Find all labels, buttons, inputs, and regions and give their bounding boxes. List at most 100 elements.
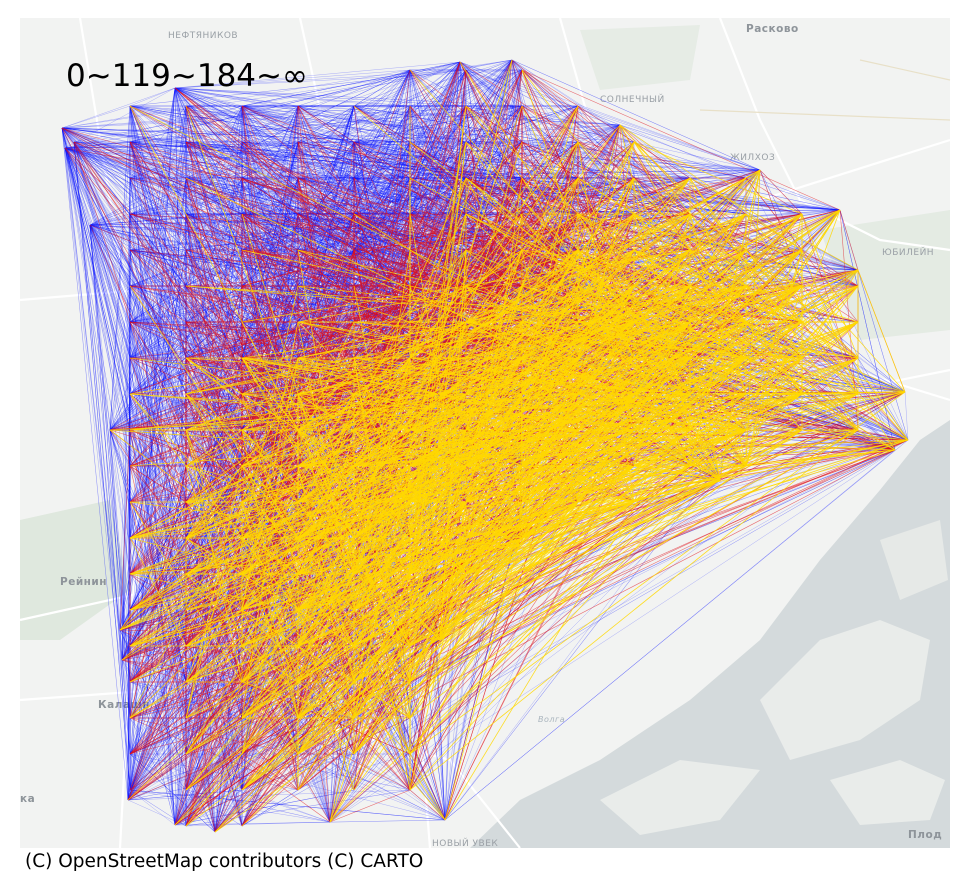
flow-line-low xyxy=(64,141,355,149)
flow-line-low xyxy=(174,61,461,89)
flow-line-low xyxy=(857,357,909,441)
flow-line-mid xyxy=(185,681,243,719)
flow-line-low xyxy=(109,141,131,431)
flow-line-low xyxy=(353,69,411,107)
flow-line-low xyxy=(577,105,761,171)
flow-line-low xyxy=(174,69,467,89)
flow-line-mid xyxy=(129,141,635,287)
flow-line-low xyxy=(61,127,131,719)
flow-line-mid xyxy=(577,124,621,251)
flow-line-mid xyxy=(759,169,803,215)
flow-line-low xyxy=(61,127,187,539)
flow-line-high xyxy=(459,61,691,431)
flow-line-mid xyxy=(214,429,747,833)
flow-line-low xyxy=(109,105,131,431)
flow-line-low xyxy=(64,147,411,395)
flow-line-low xyxy=(521,105,841,211)
flow-line-low xyxy=(329,449,896,823)
flow-line-high xyxy=(297,393,355,503)
flow-line-high xyxy=(297,544,521,791)
flow-line-low xyxy=(511,59,761,171)
flow-line-low xyxy=(129,105,299,179)
flow-line-low xyxy=(174,87,187,143)
flow-line-low xyxy=(109,429,131,683)
flow-line-low xyxy=(61,127,411,143)
flow-line-low xyxy=(174,87,467,143)
flow-line-mid xyxy=(577,141,747,179)
flow-line-high xyxy=(409,59,513,539)
flow-line-high xyxy=(745,321,906,393)
flow-line-low xyxy=(89,224,331,823)
flow-line-low xyxy=(89,224,187,431)
flow-line-low xyxy=(511,59,635,143)
flow-line-low xyxy=(64,147,121,631)
flow-line-low xyxy=(129,753,216,833)
island xyxy=(830,760,945,825)
flow-line-low xyxy=(174,789,355,826)
flow-line-high xyxy=(241,537,299,683)
flow-line-low xyxy=(353,141,761,171)
flow-line-low xyxy=(61,127,131,395)
flow-line-low xyxy=(127,645,131,801)
flow-line-low xyxy=(129,141,299,215)
flow-line-low xyxy=(185,141,243,251)
flow-line-low xyxy=(241,789,331,823)
flow-line-low xyxy=(129,105,243,143)
flow-line-low xyxy=(129,789,331,823)
flow-line-high xyxy=(174,429,635,826)
flow-line-low xyxy=(129,141,187,287)
flow-line-low xyxy=(121,659,131,755)
flow-line-low xyxy=(64,105,467,149)
flow-line-low xyxy=(129,87,176,395)
flow-line-low xyxy=(511,59,761,171)
flow-line-high xyxy=(353,501,579,611)
flow-line-low xyxy=(129,87,176,107)
flow-line-low xyxy=(61,127,131,467)
flow-line-low xyxy=(444,429,747,821)
flow-line-high xyxy=(745,169,761,251)
flow-line-low xyxy=(465,59,513,179)
flow-line-high xyxy=(297,681,355,719)
flow-line-low xyxy=(61,127,187,251)
flow-line-high xyxy=(119,465,243,631)
flow-line-low xyxy=(89,224,131,683)
flow-line-mid xyxy=(577,105,635,179)
flow-line-low xyxy=(121,659,131,755)
island xyxy=(760,620,930,760)
flow-line-low xyxy=(129,105,216,833)
flow-line-high xyxy=(619,124,803,251)
flow-line-high xyxy=(633,169,761,287)
flow-line-low xyxy=(241,105,299,179)
flow-line-low xyxy=(89,213,243,226)
flow-line-high xyxy=(353,59,513,539)
flow-line-low xyxy=(174,87,411,107)
flow-line-low xyxy=(129,789,446,821)
flow-line-low xyxy=(129,717,187,791)
flow-line-low xyxy=(127,753,355,801)
flow-line-low xyxy=(119,141,187,631)
flow-line-low xyxy=(89,224,411,647)
flow-line-low xyxy=(61,127,131,575)
flow-line-low xyxy=(89,224,131,683)
flow-line-low xyxy=(129,753,216,833)
flow-line-high xyxy=(353,465,411,683)
flow-line-low xyxy=(64,147,411,215)
flow-line-low xyxy=(174,87,467,107)
flow-line-low xyxy=(129,61,461,503)
flow-line-low xyxy=(689,177,841,211)
flow-line-high xyxy=(214,429,803,833)
flow-line-low xyxy=(89,224,299,359)
flow-line-high xyxy=(577,213,691,395)
flow-line-high xyxy=(409,429,747,791)
flow-line-mid xyxy=(241,753,299,791)
flow-line-low xyxy=(127,87,176,801)
flow-line-low xyxy=(64,141,355,149)
park-area xyxy=(20,500,130,640)
flow-line-high xyxy=(353,449,896,503)
flow-line-high xyxy=(519,393,859,546)
flow-line-low xyxy=(127,717,355,801)
flow-line-low xyxy=(904,391,909,441)
flow-line-low xyxy=(459,61,906,393)
flow-line-low xyxy=(129,61,461,143)
